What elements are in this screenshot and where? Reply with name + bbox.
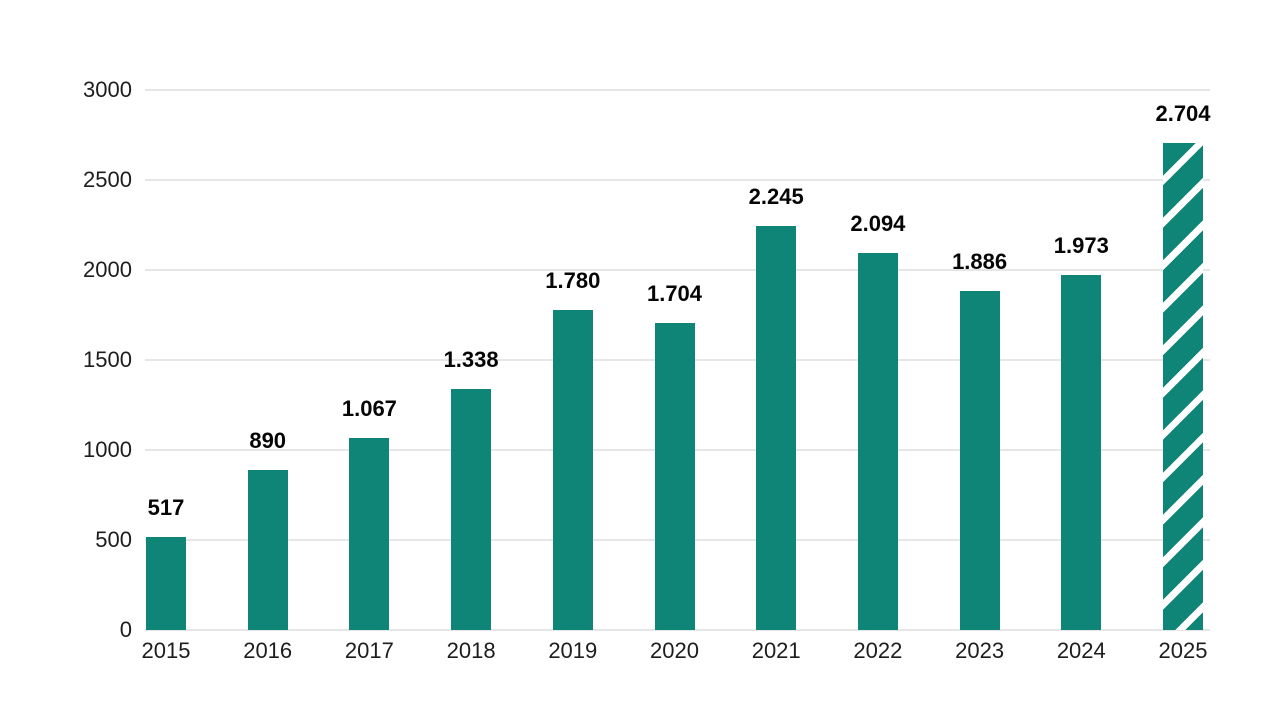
y-tick-label-500: 500 <box>95 527 132 552</box>
bar-2021 <box>756 225 797 630</box>
y-tick-label-1500: 1500 <box>83 347 132 372</box>
bar-2017 <box>349 437 390 630</box>
gridline-2500 <box>145 179 1210 181</box>
bar-value-label-2021: 2.245 <box>748 183 804 209</box>
bar-value-label-2015: 517 <box>147 494 185 520</box>
y-tick-label-2500: 2500 <box>83 167 132 192</box>
bar-value-label-2017: 1.067 <box>341 395 397 421</box>
bar-2023 <box>959 290 1000 630</box>
x-tick-label-2019: 2019 <box>548 638 598 663</box>
x-tick-label-2025: 2025 <box>1158 638 1208 663</box>
gridline-3000 <box>145 89 1210 91</box>
x-tick-label-2022: 2022 <box>853 638 903 663</box>
bar-2024 <box>1061 274 1102 630</box>
x-tick-label-2015: 2015 <box>141 638 191 663</box>
bar-value-label-2025: 2.704 <box>1155 101 1211 127</box>
bar-2015 <box>146 536 186 630</box>
y-tick-label-2000: 2000 <box>83 257 132 282</box>
gridline-2000 <box>145 269 1210 271</box>
x-tick-label-2017: 2017 <box>344 638 394 663</box>
x-tick-label-2016: 2016 <box>243 638 293 663</box>
bar-2016 <box>247 469 288 630</box>
x-tick-label-2023: 2023 <box>955 638 1005 663</box>
bar-value-label-2016: 890 <box>249 427 287 453</box>
bar-value-label-2018: 1.338 <box>443 347 499 373</box>
x-tick-label-2021: 2021 <box>751 638 801 663</box>
bar-2019 <box>552 309 593 630</box>
y-tick-label-1000: 1000 <box>83 437 132 462</box>
x-tick-label-2018: 2018 <box>446 638 496 663</box>
bar-value-label-2024: 1.973 <box>1053 232 1109 258</box>
bar-2020 <box>654 323 695 630</box>
bar-2022 <box>857 253 898 630</box>
bar-2025-hatched <box>1163 143 1203 630</box>
bar-value-label-2022: 2.094 <box>850 211 906 237</box>
bar-value-label-2019: 1.780 <box>545 267 601 293</box>
gridline-0 <box>145 629 1210 631</box>
bar-value-label-2020: 1.704 <box>646 281 703 307</box>
bar-2018 <box>451 389 492 630</box>
y-tick-label-0: 0 <box>119 617 132 642</box>
x-tick-label-2024: 2024 <box>1056 638 1106 663</box>
x-tick-label-2020: 2020 <box>650 638 699 663</box>
y-tick-label-3000: 3000 <box>83 77 132 102</box>
bar-value-label-2023: 1.886 <box>952 248 1008 274</box>
